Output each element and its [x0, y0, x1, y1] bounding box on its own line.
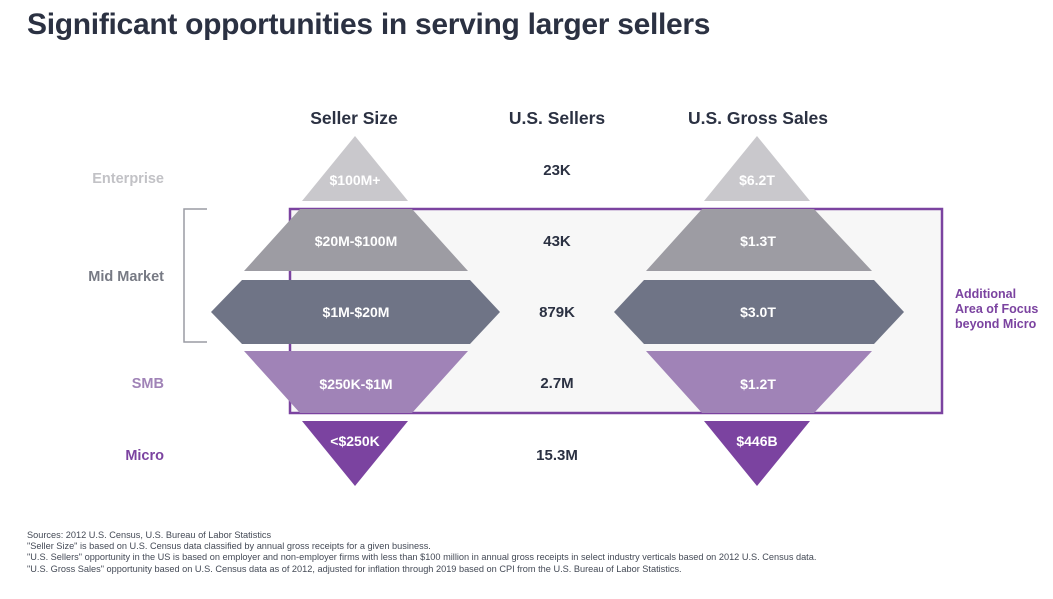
gross-sales-mid-upper: $1.3T	[740, 233, 776, 249]
source-line: "Seller Size" is based on U.S. Census da…	[27, 541, 431, 552]
us-sellers-enterprise: 23K	[543, 162, 571, 179]
shape-seller-enterprise	[302, 136, 408, 201]
col-header-us-gross-sales: U.S. Gross Sales	[687, 108, 829, 128]
shape-seller-smb	[244, 351, 468, 413]
source-line: "U.S. Sellers" opportunity in the US is …	[27, 552, 817, 563]
us-sellers-mid-upper: 43K	[543, 233, 571, 250]
shape-sales-smb	[646, 351, 872, 413]
us-sellers-smb: 2.7M	[540, 375, 574, 392]
seller-size-mid-lower: $1M-$20M	[323, 304, 390, 320]
seller-size-micro: <$250K	[330, 433, 379, 449]
mid-market-bracket	[183, 208, 207, 343]
segment-label-mid-market: Mid Market	[88, 269, 164, 285]
col-header-us-sellers: U.S. Sellers	[508, 108, 606, 128]
us-sellers-micro: 15.3M	[536, 447, 578, 464]
segment-label-enterprise: Enterprise	[92, 171, 164, 187]
gross-sales-micro: $446B	[736, 433, 777, 449]
shape-sales-mid-upper	[646, 209, 872, 271]
focus-note-line: Additional	[955, 287, 1017, 301]
source-line: "U.S. Gross Sales" opportunity based on …	[27, 563, 682, 574]
gross-sales-smb: $1.2T	[740, 376, 776, 392]
focus-note-line: beyond Micro	[955, 317, 1037, 331]
segment-label-smb: SMB	[131, 376, 164, 392]
focus-area-note: Additional Area of Focus beyond Micro	[955, 287, 1038, 332]
seller-size-mid-upper: $20M-$100M	[315, 233, 398, 249]
source-line: Sources: 2012 U.S. Census, U.S. Bureau o…	[27, 530, 272, 540]
gross-sales-mid-lower: $3.0T	[740, 304, 776, 320]
col-header-seller-size: Seller Size	[310, 108, 398, 128]
gross-sales-enterprise: $6.2T	[739, 172, 775, 188]
sources-footnote: Sources: 2012 U.S. Census, U.S. Bureau o…	[27, 530, 816, 575]
seller-size-smb: $250K-$1M	[319, 376, 392, 392]
page-title: Significant opportunities in serving lar…	[27, 8, 711, 41]
shape-seller-mid-upper	[244, 209, 468, 271]
us-sellers-mid-lower: 879K	[539, 304, 575, 321]
shape-seller-micro	[302, 421, 408, 486]
focus-note-line: Area of Focus	[955, 302, 1039, 316]
shape-seller-mid-lower	[211, 280, 500, 344]
shape-sales-mid-lower	[614, 280, 904, 344]
shape-sales-micro	[704, 421, 810, 486]
shape-sales-enterprise	[704, 136, 810, 201]
seller-size-enterprise: $100M+	[330, 172, 381, 188]
segment-label-micro: Micro	[125, 448, 164, 464]
